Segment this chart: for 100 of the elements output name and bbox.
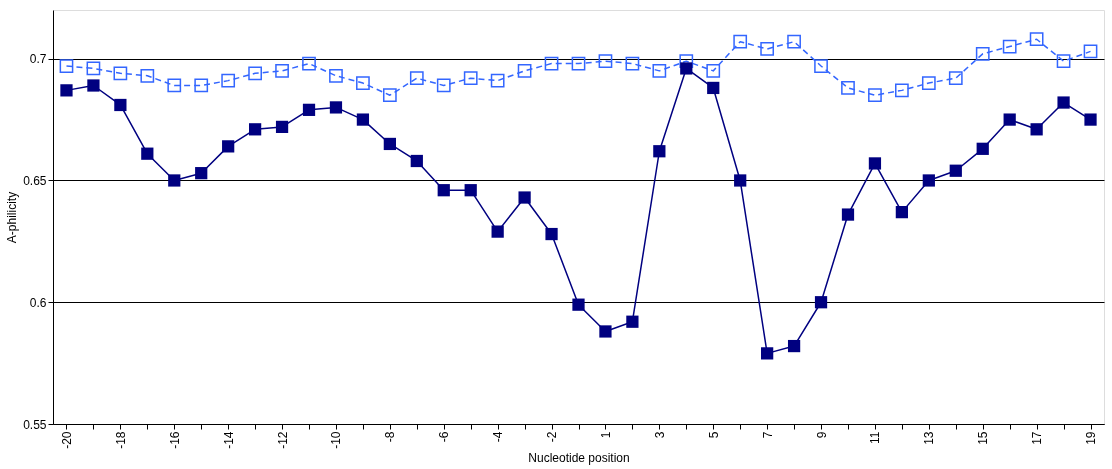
x-tick-label: 5 (706, 431, 721, 439)
x-tick-label: -6 (437, 431, 452, 443)
point (868, 88, 882, 103)
x-tick-label: -12 (275, 431, 290, 449)
point (734, 174, 747, 187)
x-tick-label: -2 (545, 431, 560, 443)
x-tick-label: 15 (976, 431, 991, 445)
x-tick-label: 19 (1084, 431, 1099, 445)
point (976, 142, 989, 155)
point (167, 78, 182, 93)
x-axis-title: Nucleotide position (528, 450, 630, 465)
x-tick-label: 7 (760, 431, 775, 439)
y-tick-label: 0.6 (29, 295, 47, 310)
x-tick-label: -16 (167, 431, 182, 449)
point (114, 98, 127, 112)
point (383, 137, 396, 151)
point (895, 206, 909, 219)
x-tick-label: -20 (59, 431, 74, 449)
point (87, 79, 100, 92)
y-axis-title: A-philicity (5, 191, 20, 244)
point (895, 83, 909, 98)
point (787, 34, 801, 49)
point (545, 227, 558, 241)
y-tick-label: 0.65 (23, 173, 47, 188)
point (544, 56, 559, 71)
point (572, 298, 585, 311)
x-tick-label: 11 (868, 431, 883, 444)
point (707, 81, 720, 95)
point (463, 71, 478, 86)
point (248, 66, 262, 81)
point (356, 76, 370, 90)
point (490, 73, 505, 88)
point (975, 46, 990, 61)
x-tick-label: 9 (814, 431, 829, 439)
x-tick-label: 13 (922, 431, 937, 445)
point (248, 123, 262, 136)
y-tick-label: 0.7 (29, 52, 47, 67)
point (571, 56, 586, 71)
point (86, 61, 101, 76)
point (59, 59, 74, 73)
point (195, 167, 208, 180)
point (626, 315, 639, 328)
point (491, 225, 504, 238)
point (1002, 39, 1017, 54)
y-tick-label: 0.55 (23, 417, 47, 432)
point (599, 325, 612, 338)
point (814, 296, 828, 309)
point (680, 62, 693, 75)
point (679, 54, 694, 69)
point (1084, 113, 1097, 126)
point (221, 73, 236, 88)
point (814, 59, 828, 73)
point (761, 347, 774, 360)
x-tick-label: -10 (329, 431, 344, 449)
point (1057, 96, 1070, 109)
point (760, 42, 775, 56)
x-tick-label: -8 (383, 431, 398, 443)
point (517, 64, 532, 78)
point (436, 78, 451, 93)
point (949, 164, 962, 177)
point (356, 113, 370, 126)
point (841, 208, 855, 221)
point (141, 147, 154, 160)
point (140, 68, 155, 83)
point (409, 71, 424, 86)
point (464, 184, 477, 197)
point (733, 34, 748, 49)
point (922, 174, 935, 187)
point (706, 64, 721, 78)
point (329, 68, 343, 83)
x-tick-label: 17 (1030, 431, 1045, 445)
point (625, 56, 640, 71)
point (868, 157, 882, 170)
point (1083, 44, 1098, 59)
point (787, 339, 801, 353)
point (60, 84, 73, 97)
x-tick-label: 3 (652, 431, 667, 439)
point (382, 88, 397, 103)
point (275, 120, 289, 134)
point (1030, 123, 1043, 136)
point (168, 174, 181, 187)
x-tick-label: 1 (598, 431, 613, 439)
point (598, 54, 613, 69)
point (302, 56, 316, 71)
point (194, 78, 209, 93)
point (652, 64, 667, 78)
point (1029, 32, 1044, 47)
point (841, 81, 855, 95)
point (275, 64, 289, 78)
x-tick-label: -14 (221, 431, 236, 449)
point (222, 140, 235, 153)
point (437, 184, 450, 197)
point (921, 76, 936, 90)
x-tick-label: -4 (491, 431, 506, 443)
point (948, 71, 963, 86)
point (653, 145, 666, 158)
point (410, 154, 423, 168)
x-tick-label: -18 (113, 431, 128, 449)
point (302, 103, 316, 116)
point (113, 66, 128, 81)
